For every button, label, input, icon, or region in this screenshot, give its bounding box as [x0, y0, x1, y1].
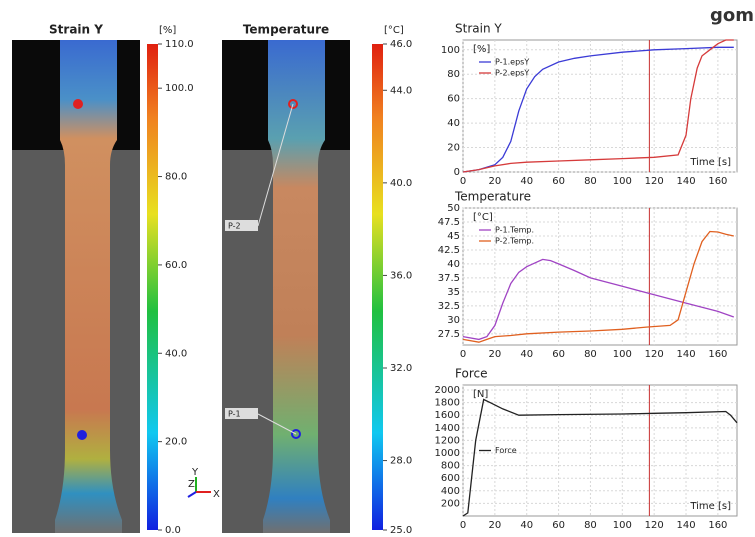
y-tick-label: 20: [447, 143, 460, 154]
x-tick-label: 140: [676, 176, 695, 187]
legend-label: P-2.Temp.: [495, 237, 534, 246]
y-unit: [N]: [473, 389, 488, 400]
y-tick-label: 80: [447, 69, 460, 80]
triad-label: Y: [191, 467, 199, 478]
x-tick-label: 20: [488, 520, 501, 531]
y-unit: [%]: [473, 44, 490, 55]
x-tick-label: 100: [613, 176, 632, 187]
chart-title: Force: [455, 367, 487, 381]
y-tick-label: 35: [447, 287, 460, 298]
x-tick-label: 40: [520, 176, 533, 187]
y-unit: [°C]: [473, 212, 493, 223]
colorbar-tick-label: 20.0: [165, 437, 187, 448]
x-tick-label: 60: [552, 176, 565, 187]
x-tick-label: 80: [584, 349, 597, 360]
x-tick-label: 120: [645, 349, 664, 360]
legend-label: P-1.epsY: [495, 58, 529, 67]
x-tick-label: 160: [708, 176, 727, 187]
colorbar-tick-label: 100.0: [165, 83, 194, 94]
image-panel: [12, 40, 140, 533]
chart-title: Strain Y: [455, 22, 502, 36]
legend-label: P-1.Temp.: [495, 226, 534, 235]
y-tick-label: 42.5: [438, 245, 460, 256]
colorbar-tick-label: 44.0: [390, 85, 412, 96]
x-tick-label: 80: [584, 176, 597, 187]
panel-title: Temperature: [243, 23, 329, 37]
y-tick-label: 60: [447, 94, 460, 105]
point-label: P-1: [228, 410, 241, 419]
colorbar-tick-label: 36.0: [390, 270, 412, 281]
legend-label: P-2.epsY: [495, 69, 529, 78]
x-label: Time [s]: [689, 157, 731, 168]
y-tick-label: 40: [447, 259, 460, 270]
x-tick-label: 120: [645, 176, 664, 187]
x-tick-label: 20: [488, 349, 501, 360]
y-tick-label: 1400: [435, 423, 460, 434]
x-tick-label: 160: [708, 520, 727, 531]
x-tick-label: 100: [613, 520, 632, 531]
colorbar-tick-label: 110.0: [165, 39, 194, 50]
y-tick-label: 37.5: [438, 273, 460, 284]
y-tick-label: 600: [441, 473, 460, 484]
y-tick-label: 2000: [435, 385, 460, 396]
image-panel: P-2 P-1: [222, 40, 350, 533]
colorbar-tick-label: 0.0: [165, 525, 181, 533]
triad-label: Z: [188, 479, 195, 490]
x-tick-label: 140: [676, 520, 695, 531]
colorbar: [147, 44, 158, 530]
logo: gom: [710, 5, 754, 26]
y-tick-label: 100: [441, 45, 460, 56]
y-tick-label: 45: [447, 231, 460, 242]
colorbar: [372, 44, 383, 530]
colorbar-tick-label: 80.0: [165, 172, 187, 183]
legend-label: Force: [495, 446, 517, 455]
y-tick-label: 1200: [435, 435, 460, 446]
x-tick-label: 60: [552, 349, 565, 360]
chart-title: Temperature: [454, 190, 531, 204]
colorbar-tick-label: 28.0: [390, 456, 412, 467]
y-tick-label: 400: [441, 486, 460, 497]
y-tick-label: 800: [441, 461, 460, 472]
y-tick-label: 30: [447, 315, 460, 326]
panel-title: Strain Y: [49, 23, 103, 37]
colorbar-tick-label: 25.0: [390, 525, 412, 533]
colorbar-tick-label: 40.0: [390, 178, 412, 189]
point-label: P-2: [228, 222, 241, 231]
x-tick-label: 0: [460, 349, 466, 360]
x-tick-label: 0: [460, 176, 466, 187]
x-tick-label: 100: [613, 349, 632, 360]
colorbar-unit: [°C]: [384, 25, 404, 36]
x-tick-label: 40: [520, 520, 533, 531]
x-tick-label: 0: [460, 520, 466, 531]
x-tick-label: 80: [584, 520, 597, 531]
y-tick-label: 27.5: [438, 329, 460, 340]
x-tick-label: 140: [676, 349, 695, 360]
x-tick-label: 20: [488, 176, 501, 187]
x-tick-label: 40: [520, 349, 533, 360]
colorbar-unit: [%]: [159, 25, 176, 36]
y-tick-label: 47.5: [438, 217, 460, 228]
x-label: Time [s]: [689, 501, 731, 512]
colorbar-tick-label: 40.0: [165, 348, 187, 359]
colorbar-tick-label: 60.0: [165, 260, 187, 271]
y-tick-label: 50: [447, 203, 460, 214]
x-tick-label: 160: [708, 349, 727, 360]
screen: P-2 P-1 Y Z X gom Strain Y [%] 0.0 20.0 40.0…: [0, 0, 755, 533]
x-tick-label: 60: [552, 520, 565, 531]
y-tick-label: 40: [447, 118, 460, 129]
triad-label: X: [213, 489, 220, 500]
y-tick-label: 1000: [435, 448, 460, 459]
colorbar-tick-label: 46.0: [390, 39, 412, 50]
y-tick-label: 1600: [435, 410, 460, 421]
axis-triad: Y Z X: [188, 467, 220, 500]
y-tick-label: 1800: [435, 398, 460, 409]
colorbar-tick-label: 32.0: [390, 363, 412, 374]
y-tick-label: 200: [441, 498, 460, 509]
x-tick-label: 120: [645, 520, 664, 531]
page: P-2 P-1 Y Z X gom Strain Y [%] 0.0 20.0 40.0…: [0, 0, 755, 537]
y-tick-label: 32.5: [438, 301, 460, 312]
